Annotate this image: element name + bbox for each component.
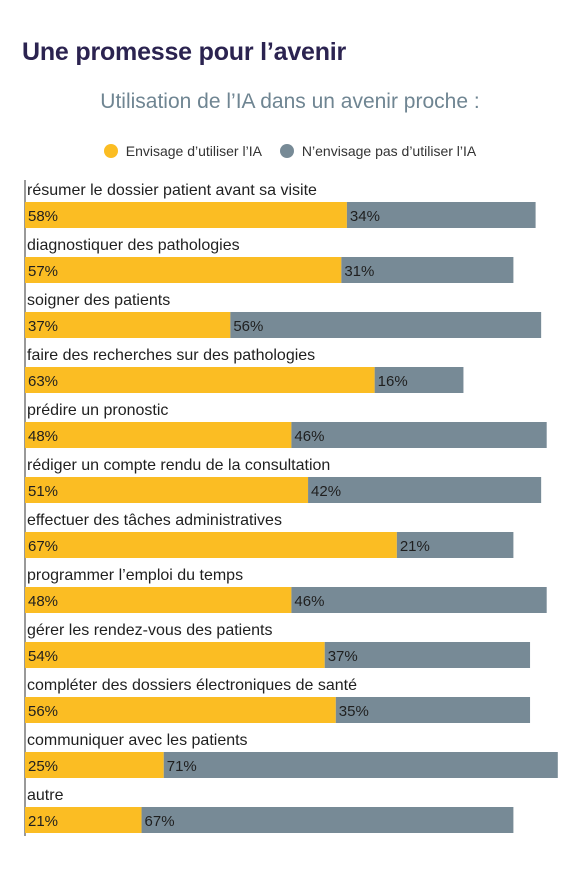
bar-uses-ai	[25, 697, 336, 723]
value-label-uses-ai: 56%	[28, 703, 58, 720]
bar-not-using-ai	[374, 367, 464, 393]
value-label-not-using-ai: 67%	[145, 813, 175, 830]
bar-not-using-ai	[396, 532, 514, 558]
category-label: communiquer avec les patients	[27, 732, 248, 749]
bar-uses-ai	[25, 807, 142, 833]
value-label-uses-ai: 48%	[28, 593, 58, 610]
value-label-not-using-ai: 37%	[328, 648, 358, 665]
category-label: prédire un pronostic	[27, 402, 168, 419]
value-label-not-using-ai: 42%	[311, 483, 341, 500]
legend-label-not-using-ai: N’envisage pas d’utiliser l’IA	[301, 143, 477, 159]
category-label: programmer l’emploi du temps	[27, 567, 243, 584]
legend-swatch-not-using-ai	[279, 144, 294, 158]
bar-not-using-ai	[141, 807, 514, 833]
bar-not-using-ai	[308, 477, 542, 503]
value-label-not-using-ai: 46%	[294, 593, 324, 610]
category-label: faire des recherches sur des pathologies	[27, 347, 315, 364]
value-label-uses-ai: 21%	[28, 813, 58, 830]
bar-uses-ai	[25, 477, 309, 503]
value-label-not-using-ai: 56%	[233, 318, 263, 335]
value-label-not-using-ai: 35%	[339, 703, 369, 720]
value-label-not-using-ai: 16%	[378, 373, 408, 390]
bar-uses-ai	[25, 257, 342, 283]
bar-uses-ai	[25, 367, 375, 393]
bar-not-using-ai	[291, 587, 547, 613]
legend-swatch-uses-ai	[103, 144, 118, 158]
bar-not-using-ai	[324, 642, 531, 668]
chart-legend: Envisage d’utiliser l’IA N’envisage pas …	[0, 143, 580, 159]
bar-not-using-ai	[230, 312, 542, 338]
category-label: diagnostiquer des pathologies	[27, 237, 240, 254]
chart-title: Utilisation de l’IA dans un avenir proch…	[100, 90, 480, 113]
bar-not-using-ai	[163, 752, 558, 778]
bar-uses-ai	[25, 752, 164, 778]
value-label-not-using-ai: 31%	[344, 263, 374, 280]
bar-uses-ai	[25, 202, 347, 228]
value-label-uses-ai: 63%	[28, 373, 58, 390]
value-label-not-using-ai: 34%	[350, 208, 380, 225]
bar-uses-ai	[25, 422, 292, 448]
category-label: autre	[27, 787, 64, 804]
value-label-uses-ai: 48%	[28, 428, 58, 445]
value-label-uses-ai: 57%	[28, 263, 58, 280]
bar-uses-ai	[25, 587, 292, 613]
category-label: compléter des dossiers électroniques de …	[27, 677, 357, 694]
legend-label-uses-ai: Envisage d’utiliser l’IA	[125, 143, 262, 159]
value-label-uses-ai: 51%	[28, 483, 58, 500]
category-label: résumer le dossier patient avant sa visi…	[27, 182, 317, 199]
bar-uses-ai	[25, 532, 397, 558]
legend-item-not-using-ai: N’envisage pas d’utiliser l’IA	[279, 143, 477, 159]
bar-not-using-ai	[346, 202, 536, 228]
bar-not-using-ai	[291, 422, 547, 448]
legend-item-uses-ai: Envisage d’utiliser l’IA	[103, 143, 262, 159]
bar-not-using-ai	[341, 257, 514, 283]
category-label: soigner des patients	[27, 292, 170, 309]
value-label-uses-ai: 25%	[28, 758, 58, 775]
category-label: gérer les rendez-vous des patients	[27, 622, 272, 639]
value-label-not-using-ai: 46%	[294, 428, 324, 445]
category-label: rédiger un compte rendu de la consultati…	[27, 457, 330, 474]
value-label-uses-ai: 58%	[28, 208, 58, 225]
bar-not-using-ai	[335, 697, 531, 723]
page-title: Une promesse pour l’avenir	[22, 38, 347, 66]
bar-uses-ai	[25, 642, 325, 668]
category-label: effectuer des tâches administratives	[27, 512, 282, 529]
value-label-uses-ai: 67%	[28, 538, 58, 555]
value-label-uses-ai: 37%	[28, 318, 58, 335]
bar-uses-ai	[25, 312, 231, 338]
value-label-not-using-ai: 71%	[167, 758, 197, 775]
value-label-not-using-ai: 21%	[400, 538, 430, 555]
value-label-uses-ai: 54%	[28, 648, 58, 665]
